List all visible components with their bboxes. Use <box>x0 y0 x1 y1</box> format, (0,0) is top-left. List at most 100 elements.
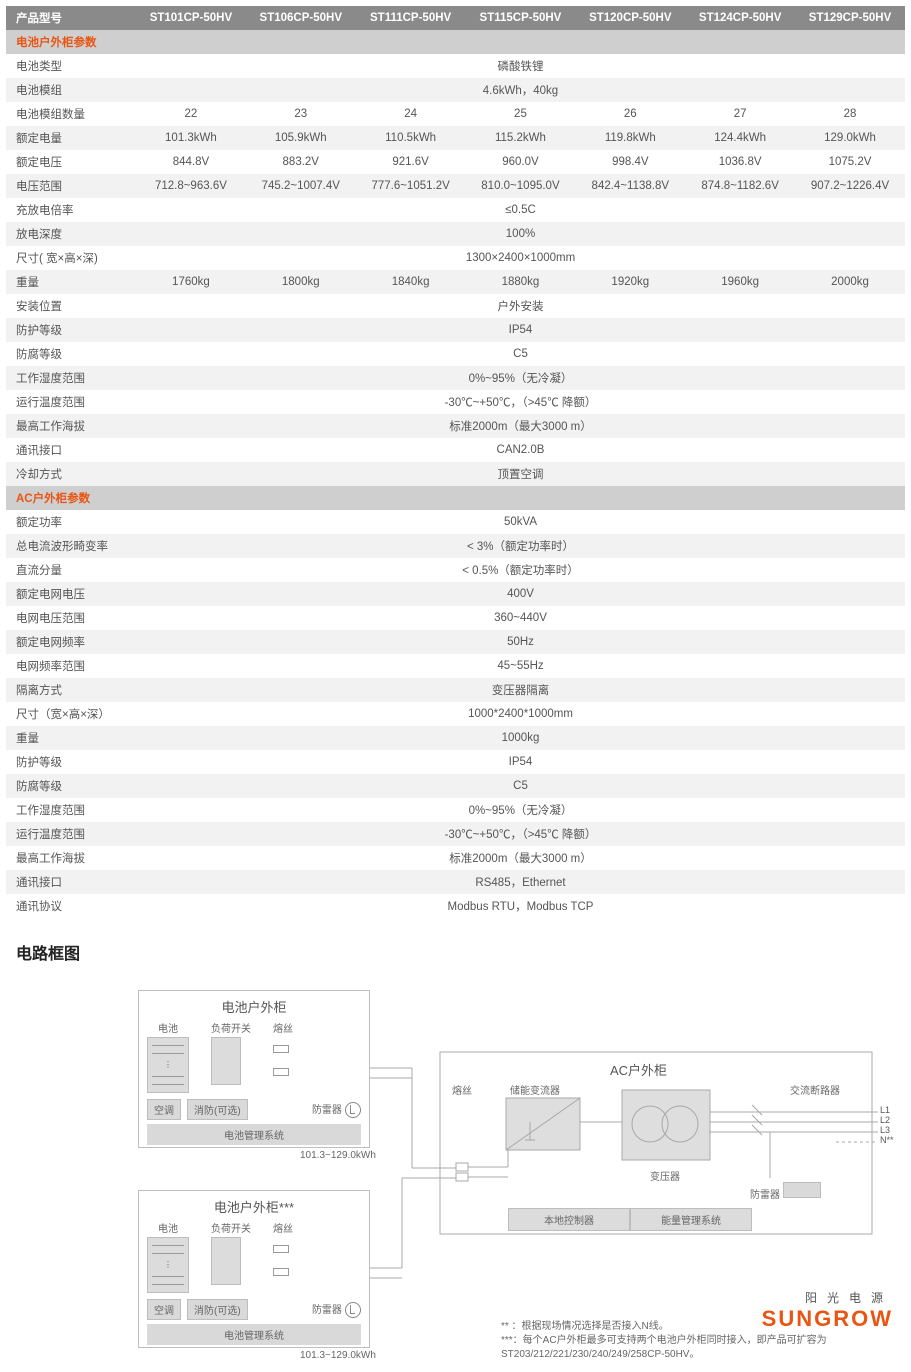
spec-row-cell: 1800kg <box>246 270 356 294</box>
battery-cabinet-2: 电池户外柜*** 电池 ⋮ 负荷开关 熔丝 <box>138 1190 370 1348</box>
spec-row-cell: 28 <box>795 102 905 126</box>
spec-row-value: IP54 <box>136 318 905 342</box>
spec-row-value: 50Hz <box>136 630 905 654</box>
spec-row-value: -30℃~+50℃，（>45℃ 降额） <box>136 822 905 846</box>
spec-row-label: 额定电网电压 <box>6 582 136 606</box>
spec-row: 直流分量< 0.5%（额定功率时） <box>6 558 905 582</box>
spec-row-value: 户外安装 <box>136 294 905 318</box>
spec-row-label: 额定功率 <box>6 510 136 534</box>
spec-row-value: -30℃~+50℃，（>45℃ 降额） <box>136 390 905 414</box>
spec-row-label: 冷却方式 <box>6 462 136 486</box>
spec-row: 额定功率50kVA <box>6 510 905 534</box>
ac-cabinet-title: AC户外柜 <box>610 1060 667 1079</box>
cab2-fuse-lbl: 熔丝 <box>273 1220 293 1235</box>
spec-row-cell: 22 <box>136 102 246 126</box>
spec-row-label: 电压范围 <box>6 174 136 198</box>
spec-row-label: 重量 <box>6 726 136 750</box>
spec-row-label: 直流分量 <box>6 558 136 582</box>
cab1-loadswitch-lbl: 负荷开关 <box>211 1020 251 1035</box>
spec-row-value: 360~440V <box>136 606 905 630</box>
spec-row-label: 防护等级 <box>6 318 136 342</box>
spec-row-cell: 115.2kWh <box>466 126 576 150</box>
model-3: ST115CP-50HV <box>466 6 576 30</box>
spec-row: 尺寸（宽×高×深）1000*2400*1000mm <box>6 702 905 726</box>
spec-row-cell: 712.8~963.6V <box>136 174 246 198</box>
spec-row: 电池类型磷酸铁锂 <box>6 54 905 78</box>
spec-row-cell: 960.0V <box>466 150 576 174</box>
section2-title: AC户外柜参数 <box>6 486 905 510</box>
section1-row: 电池户外柜参数 <box>6 30 905 54</box>
spec-row-label: 最高工作海拔 <box>6 846 136 870</box>
spec-row-cell: 998.4V <box>575 150 685 174</box>
spec-row-value: 45~55Hz <box>136 654 905 678</box>
spec-row-label: 防腐等级 <box>6 342 136 366</box>
footnotes: ** ：根据现场情况选择是否接入N线。 ***：每个AC户外柜最多可支持两个电池… <box>501 1320 881 1362</box>
diagram: 电池户外柜 电池 ⋮ 负荷开关 熔丝 <box>10 972 901 1362</box>
spec-row: 隔离方式变压器隔离 <box>6 678 905 702</box>
cab2-title: 电池户外柜*** <box>147 1197 361 1216</box>
spec-row-cell: 874.8~1182.6V <box>685 174 795 198</box>
spec-row-cell: 1880kg <box>466 270 576 294</box>
spec-row: 重量1760kg1800kg1840kg1880kg1920kg1960kg20… <box>6 270 905 294</box>
diagram-title: 电路框图 <box>16 940 905 964</box>
spec-row-cell: 101.3kWh <box>136 126 246 150</box>
spec-row-value: C5 <box>136 774 905 798</box>
spec-row: 防腐等级C5 <box>6 342 905 366</box>
spec-row: 工作湿度范围0%~95%（无冷凝） <box>6 366 905 390</box>
spec-row-label: 工作湿度范围 <box>6 366 136 390</box>
spec-row-value: 0%~95%（无冷凝） <box>136 798 905 822</box>
spec-row-cell: 907.2~1226.4V <box>795 174 905 198</box>
spec-row-cell: 1920kg <box>575 270 685 294</box>
spec-row-label: 通讯接口 <box>6 870 136 894</box>
cab2-air: 空调 <box>147 1299 181 1320</box>
spec-row-label: 额定电网频率 <box>6 630 136 654</box>
spec-row-cell: 1075.2V <box>795 150 905 174</box>
ground-icon <box>345 1302 361 1318</box>
cab2-spd-lbl: 防雷器 <box>312 1301 342 1316</box>
spec-row-label: 额定电量 <box>6 126 136 150</box>
spec-row-cell: 110.5kWh <box>356 126 466 150</box>
ac-fuse-lbl: 熔丝 <box>452 1082 472 1097</box>
model-0: ST101CP-50HV <box>136 6 246 30</box>
spec-row-value: < 0.5%（额定功率时） <box>136 558 905 582</box>
spec-row: 防护等级IP54 <box>6 318 905 342</box>
section1-title: 电池户外柜参数 <box>6 30 905 54</box>
spec-row: 额定电网电压400V <box>6 582 905 606</box>
spec-row: 电池模组数量22232425262728 <box>6 102 905 126</box>
ac-transformer-lbl: 变压器 <box>650 1168 680 1183</box>
spec-row-cell: 1760kg <box>136 270 246 294</box>
spec-row-value: RS485，Ethernet <box>136 870 905 894</box>
spec-row-cell: 25 <box>466 102 576 126</box>
out-l2: L2 <box>880 1115 890 1125</box>
cab2-bms: 电池管理系统 <box>147 1324 361 1345</box>
model-6: ST129CP-50HV <box>795 6 905 30</box>
cab1-fuse-lbl: 熔丝 <box>273 1020 293 1035</box>
spec-row: 冷却方式顶置空调 <box>6 462 905 486</box>
spec-row-label: 通讯接口 <box>6 438 136 462</box>
spec-row-cell: 129.0kWh <box>795 126 905 150</box>
cab2-loadswitch-lbl: 负荷开关 <box>211 1220 251 1235</box>
spec-row: 最高工作海拔标准2000m（最大3000 m） <box>6 846 905 870</box>
spec-row-value: 4.6kWh，40kg <box>136 78 905 102</box>
spec-row: 防腐等级C5 <box>6 774 905 798</box>
spec-row-cell: 27 <box>685 102 795 126</box>
header-row: 产品型号 ST101CP-50HV ST106CP-50HV ST111CP-5… <box>6 6 905 30</box>
spec-row-label: 电网频率范围 <box>6 654 136 678</box>
ac-breaker-lbl: 交流断路器 <box>790 1082 840 1097</box>
cab1-title: 电池户外柜 <box>147 997 361 1016</box>
spec-row-label: 安装位置 <box>6 294 136 318</box>
spec-row: 总电流波形畸变率< 3%（额定功率时） <box>6 534 905 558</box>
spec-row: 尺寸( 宽×高×深)1300×2400×1000mm <box>6 246 905 270</box>
spec-row-value: 顶置空调 <box>136 462 905 486</box>
spec-row-label: 通讯协议 <box>6 894 136 918</box>
spec-row: 防护等级IP54 <box>6 750 905 774</box>
out-l1: L1 <box>880 1105 890 1115</box>
spec-row: 通讯协议Modbus RTU，Modbus TCP <box>6 894 905 918</box>
cab1-air: 空调 <box>147 1099 181 1120</box>
spec-row-value: IP54 <box>136 750 905 774</box>
spec-row-cell: 810.0~1095.0V <box>466 174 576 198</box>
spec-row-cell: 26 <box>575 102 685 126</box>
spec-row-value: Modbus RTU，Modbus TCP <box>136 894 905 918</box>
spec-row-cell: 1840kg <box>356 270 466 294</box>
model-1: ST106CP-50HV <box>246 6 356 30</box>
